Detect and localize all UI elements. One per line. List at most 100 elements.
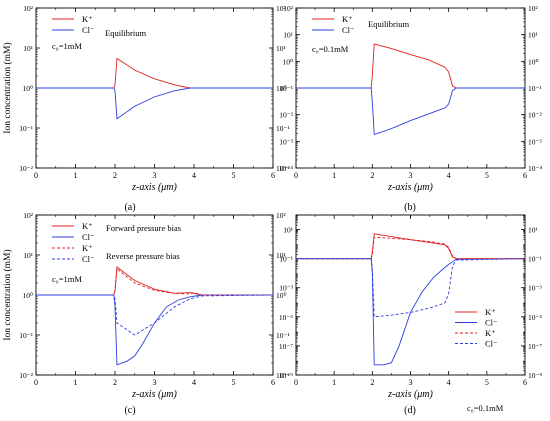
annotation: c₀=1mM: [52, 41, 82, 51]
x-axis-label: z-axis (μm): [131, 182, 177, 193]
legend-label: K⁺: [82, 14, 93, 24]
y-tick-label-right: 10⁰: [276, 84, 287, 93]
x-tick-label: 1: [332, 171, 336, 180]
y-tick-label: 10⁰: [22, 84, 33, 93]
y-tick-label: 10⁻⁵: [279, 313, 293, 322]
y-axis-label: Ion concentration (mM): [2, 42, 13, 133]
y-tick-label: 10⁻¹: [19, 331, 33, 340]
series-group: [296, 233, 525, 366]
legend-label: Cl⁻: [342, 25, 355, 35]
x-tick-label: 3: [409, 171, 413, 180]
x-tick-label: 5: [485, 171, 489, 180]
legend-label: K⁺: [485, 328, 496, 338]
series-group: [36, 57, 273, 120]
x-tick-label: 2: [113, 171, 117, 180]
y-tick-label: 10¹: [283, 31, 293, 40]
x-tick-label: 0: [34, 171, 38, 180]
y-tick-label-right: 10¹: [276, 251, 286, 260]
y-tick-label-right: 10¹: [276, 44, 286, 53]
x-axis-label: z-axis (μm): [387, 182, 433, 193]
x-tick-label: 5: [232, 378, 236, 387]
series-line-cl-minus: [36, 87, 273, 120]
x-tick-label: 6: [271, 171, 275, 180]
x-tick-label: 0: [294, 171, 298, 180]
series-line-k-plus: [296, 43, 525, 89]
y-tick-label: 10¹: [23, 251, 33, 260]
x-tick-label: 4: [447, 378, 451, 387]
x-tick-label: 6: [523, 171, 527, 180]
y-tick-label: 10⁰: [282, 57, 293, 66]
annotation: Forward pressure bias: [106, 223, 181, 233]
plot-frame: [295, 214, 526, 376]
y-tick-label: 10⁻¹: [19, 124, 33, 133]
annotation: Reverse pressure bias: [106, 251, 180, 261]
legend-label: K⁺: [342, 14, 353, 24]
x-tick-label: 4: [192, 171, 196, 180]
series-line-cl-minus: [36, 294, 273, 366]
panel-label: (c): [124, 405, 135, 416]
series-group: [36, 266, 273, 366]
x-tick-label: 1: [74, 171, 78, 180]
y-tick-label-right: 10¹: [528, 31, 538, 40]
x-tick-label: 5: [232, 171, 236, 180]
series-line-cl-minus: [296, 258, 525, 366]
series-group: [296, 43, 525, 136]
legend-label: Cl⁻: [82, 232, 95, 242]
x-tick-label: 3: [409, 378, 413, 387]
y-tick-label: 10¹: [283, 226, 293, 235]
series-line-k-plus-dashed: [36, 268, 273, 296]
chart-panel-4: 0 1 2 3 4 5 610⁻⁹ 10⁻⁹10⁻⁷ 10⁻⁷10⁻⁵ 10⁻⁵10⁻³ 10⁻³1…: [279, 214, 542, 416]
legend: K⁺Cl⁻K⁺Cl⁻: [455, 307, 498, 349]
annotation: Equilibrium: [105, 28, 146, 38]
y-tick-label: 10⁻¹: [279, 84, 293, 93]
x-tick-label: 6: [271, 378, 275, 387]
y-tick-label-right: 10⁰: [276, 291, 287, 300]
y-tick-label: 10⁻¹: [279, 255, 293, 264]
y-tick-label: 10⁻²: [19, 164, 33, 173]
y-tick-label: 10⁻²: [19, 371, 33, 380]
x-axis-label: z-axis (μm): [131, 389, 177, 400]
x-axis-label: z-axis (μm): [387, 389, 433, 400]
y-tick-label-right: 10⁻¹: [528, 255, 542, 264]
legend-label: K⁺: [82, 243, 93, 253]
legend-label: K⁺: [485, 307, 496, 317]
x-tick-label: 4: [447, 171, 451, 180]
x-tick-label: 2: [370, 171, 374, 180]
y-tick-label-right: 10⁻⁹: [528, 371, 542, 380]
legend: K⁺Cl⁻K⁺Cl⁻: [52, 221, 95, 264]
y-tick-label-right: 10¹: [528, 226, 538, 235]
legend-label: Cl⁻: [485, 318, 498, 328]
y-tick-label-right: 10²: [528, 4, 539, 13]
y-axis-label: Ion concentration (mM): [2, 249, 13, 340]
x-tick-label: 3: [153, 378, 157, 387]
series-line-k-plus-dashed: [296, 236, 525, 260]
y-tick-label: 10²: [23, 211, 34, 220]
y-tick-label: 10⁻³: [279, 137, 293, 146]
annotation: Equilibrium: [368, 19, 409, 29]
x-tick-label: 6: [523, 378, 527, 387]
y-tick-label-right: 10⁻²: [276, 164, 290, 173]
panel-label: (b): [404, 202, 416, 213]
x-tick-label: 2: [370, 378, 374, 387]
y-tick-label-right: 10⁻³: [528, 284, 542, 293]
y-tick-label: 10⁻⁴: [279, 164, 293, 173]
x-tick-label: 3: [153, 171, 157, 180]
y-tick-label: 10⁻⁹: [279, 371, 293, 380]
y-tick-label-right: 10⁻⁷: [528, 342, 542, 351]
y-tick-label-right: 10⁻¹: [276, 124, 290, 133]
legend-label: Cl⁻: [485, 339, 498, 349]
x-tick-label: 1: [74, 378, 78, 387]
annotation: c₀=1mM: [52, 274, 82, 284]
y-tick-label: 10⁻²: [279, 111, 293, 120]
legend: K⁺Cl⁻: [312, 14, 355, 35]
y-tick-label-right: 10⁻⁵: [528, 313, 542, 322]
y-tick-label-right: 10⁻³: [528, 137, 542, 146]
x-tick-label: 0: [34, 378, 38, 387]
legend-label: K⁺: [82, 221, 93, 231]
y-tick-label-right: 10⁻²: [276, 371, 290, 380]
y-tick-label-right: 10⁻⁴: [528, 164, 542, 173]
y-tick-label: 10²: [283, 4, 294, 13]
y-tick-label-right: 10⁻¹: [528, 84, 542, 93]
